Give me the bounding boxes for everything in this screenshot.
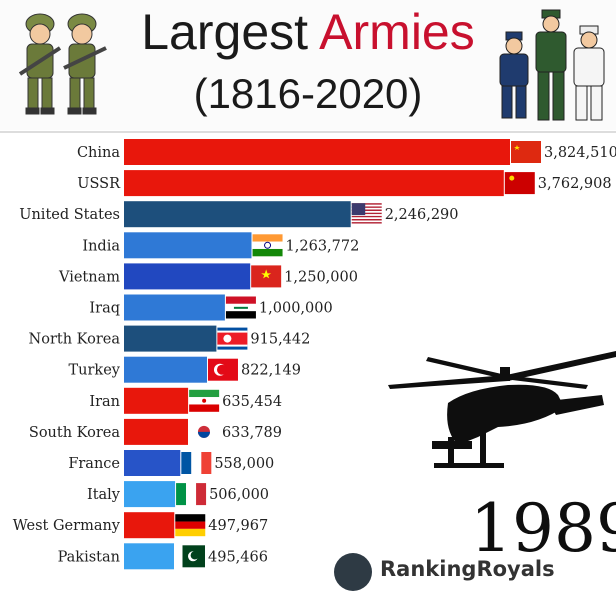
bar: [124, 170, 504, 197]
value-label: 1,263,772: [286, 238, 360, 254]
category-label: West Germany: [13, 518, 121, 534]
vietnam-flag-icon: [251, 265, 282, 288]
pakistan-flag-icon: [175, 545, 206, 568]
bar: [124, 450, 181, 476]
category-label: Vietnam: [58, 269, 120, 285]
south-korea-flag-icon: [188, 420, 219, 443]
north-korea-flag-icon: [217, 327, 248, 350]
bar: [124, 387, 189, 414]
bar: [124, 139, 510, 165]
bar: [124, 356, 207, 383]
bar: [124, 418, 188, 445]
category-label: Iraq: [89, 301, 120, 317]
bar: [124, 201, 351, 228]
category-label: North Korea: [29, 332, 121, 348]
category-label: USSR: [77, 176, 121, 192]
bar-chart: China 3,824,510 USSR 3,762,908 United States…: [13, 139, 616, 570]
value-label: 497,967: [208, 518, 268, 534]
soldiers-right-icon: [499, 9, 605, 121]
value-label: 2,246,290: [385, 207, 459, 223]
soldiers-left-icon: [18, 13, 107, 115]
bar: [124, 512, 175, 539]
category-label: Italy: [87, 487, 121, 503]
bar: [124, 481, 176, 508]
value-label: 635,454: [222, 394, 282, 410]
category-label: United States: [19, 207, 120, 223]
italy-flag-icon: [176, 483, 207, 506]
bar: [124, 232, 252, 259]
category-label: France: [68, 456, 120, 472]
category-label: Pakistan: [58, 549, 120, 565]
ussr-flag-icon: [504, 172, 535, 195]
west-germany-flag-icon: [175, 514, 206, 537]
usa-flag-icon: [351, 203, 382, 226]
value-label: 495,466: [208, 549, 268, 565]
bar: [124, 543, 174, 570]
value-label: 633,789: [222, 425, 282, 441]
value-label: 1,000,000: [259, 301, 333, 317]
value-label: 1,250,000: [284, 269, 358, 285]
india-flag-icon: [252, 234, 283, 257]
title-word-armies: Armies: [319, 4, 475, 60]
china-flag-icon: [511, 141, 541, 163]
value-label: 558,000: [214, 456, 274, 472]
brand-name: RankingRoyals: [380, 557, 555, 581]
year-label: 1989: [470, 490, 616, 567]
category-label: India: [82, 238, 120, 254]
page-title: Largest Armies: [0, 4, 616, 60]
header: Largest Armies (1816-2020): [0, 0, 616, 130]
helicopter-icon: [388, 351, 616, 468]
title-word-largest: Largest: [141, 4, 309, 60]
bar: [124, 263, 251, 290]
turkey-flag-icon: [207, 358, 238, 381]
value-label: 915,442: [250, 332, 310, 348]
category-label: South Korea: [29, 425, 120, 441]
value-label: 506,000: [209, 487, 269, 503]
iraq-flag-icon: [225, 296, 256, 319]
globe-logo-icon: [334, 553, 372, 591]
france-flag-icon: [181, 452, 212, 474]
iran-flag-icon: [189, 389, 220, 412]
value-label: 3,824,510: [544, 145, 616, 161]
header-divider: [0, 131, 616, 133]
category-label: Turkey: [68, 363, 120, 379]
category-label: Iran: [89, 394, 120, 410]
value-label: 3,762,908: [538, 176, 612, 192]
page-subtitle: (1816-2020): [193, 70, 423, 117]
bar: [124, 325, 217, 352]
bar: [124, 294, 225, 321]
value-label: 822,149: [241, 363, 301, 379]
category-label: China: [77, 145, 120, 161]
